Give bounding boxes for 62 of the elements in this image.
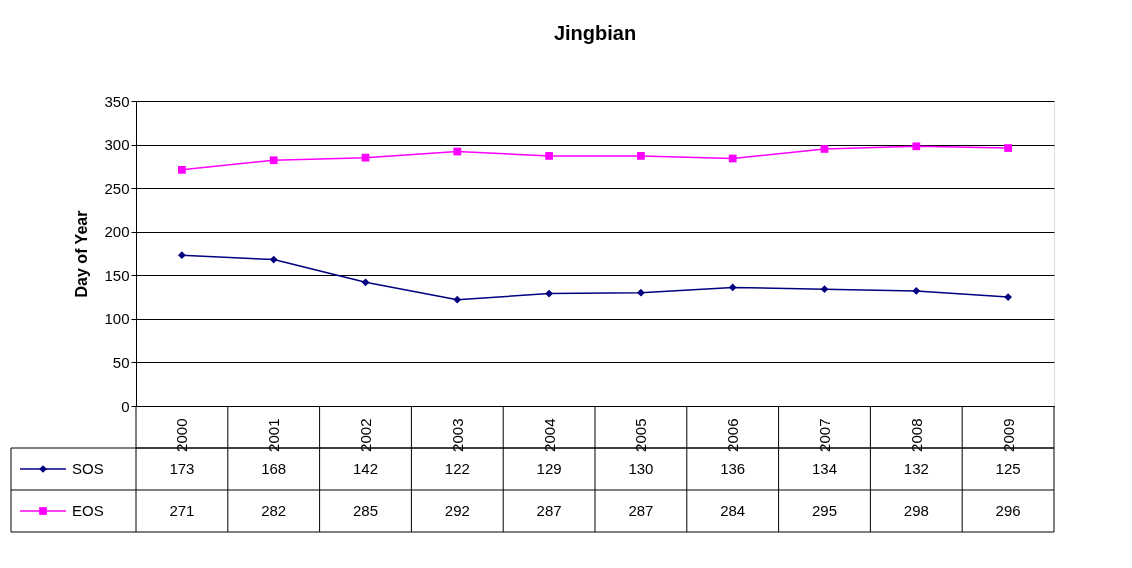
- data-label: 296: [995, 502, 1021, 519]
- data-label: 134: [811, 460, 838, 477]
- point: [269, 255, 278, 264]
- data-label: 285: [352, 502, 379, 519]
- x-tick-label: 2009: [999, 418, 1017, 452]
- y-tick-label: 100: [104, 310, 130, 328]
- point: [178, 165, 186, 174]
- point: [269, 156, 278, 165]
- y-tick-label: 350: [104, 92, 130, 110]
- y-tick-label: 250: [104, 179, 130, 197]
- point: [1004, 144, 1012, 152]
- x-tick-label: 2002: [357, 418, 374, 452]
- y-tick-label: 150: [104, 266, 130, 284]
- data-label: 298: [903, 502, 929, 519]
- data-label: 168: [261, 460, 287, 477]
- data-label: 287: [536, 502, 562, 519]
- point: [453, 295, 462, 304]
- point: [545, 152, 553, 160]
- data-label: 173: [169, 460, 195, 477]
- data-label: 122: [444, 460, 470, 477]
- x-tick-label: 2003: [448, 418, 466, 452]
- point: [820, 145, 829, 153]
- data-label: 136: [720, 460, 746, 477]
- chart-title: Jingbian: [553, 22, 637, 44]
- point: [637, 288, 645, 297]
- point: [637, 152, 645, 160]
- point: [361, 278, 370, 287]
- x-tick-label: 2007: [816, 418, 833, 452]
- data-label: 292: [444, 502, 470, 519]
- point: [1004, 293, 1012, 301]
- x-tick-label: 2004: [540, 418, 558, 452]
- y-tick-label: 50: [112, 353, 130, 371]
- y-tick-label: 0: [121, 397, 130, 415]
- x-tick-label: 2008: [907, 418, 925, 452]
- data-label: 282: [261, 502, 287, 519]
- data-label: 284: [720, 502, 746, 519]
- data-label: 125: [995, 460, 1021, 477]
- point: [728, 283, 737, 292]
- point: [453, 147, 462, 156]
- point: [912, 287, 921, 295]
- data-label: 129: [536, 460, 562, 477]
- point: [820, 285, 829, 294]
- data-label: 287: [628, 502, 654, 519]
- y-tick-label: 300: [104, 136, 130, 154]
- x-tick-label: 2005: [632, 418, 650, 452]
- point: [361, 153, 370, 162]
- data-label: 130: [628, 460, 654, 477]
- data-label: 271: [169, 502, 195, 519]
- point: [178, 251, 186, 260]
- point: [912, 142, 921, 151]
- x-tick-label: 2001: [265, 418, 283, 452]
- x-tick-label: 2006: [724, 418, 742, 452]
- point: [728, 154, 737, 163]
- data-label: 132: [903, 460, 929, 477]
- y-axis-title: Day of Year: [73, 210, 91, 298]
- y-tick-label: 200: [104, 223, 130, 241]
- data-label: 142: [352, 460, 379, 477]
- data-label: 295: [811, 502, 838, 519]
- x-tick-label: 2000: [173, 418, 191, 452]
- legend-label: EOS: [72, 502, 104, 519]
- point: [545, 289, 553, 298]
- legend-label: SOS: [72, 460, 104, 477]
